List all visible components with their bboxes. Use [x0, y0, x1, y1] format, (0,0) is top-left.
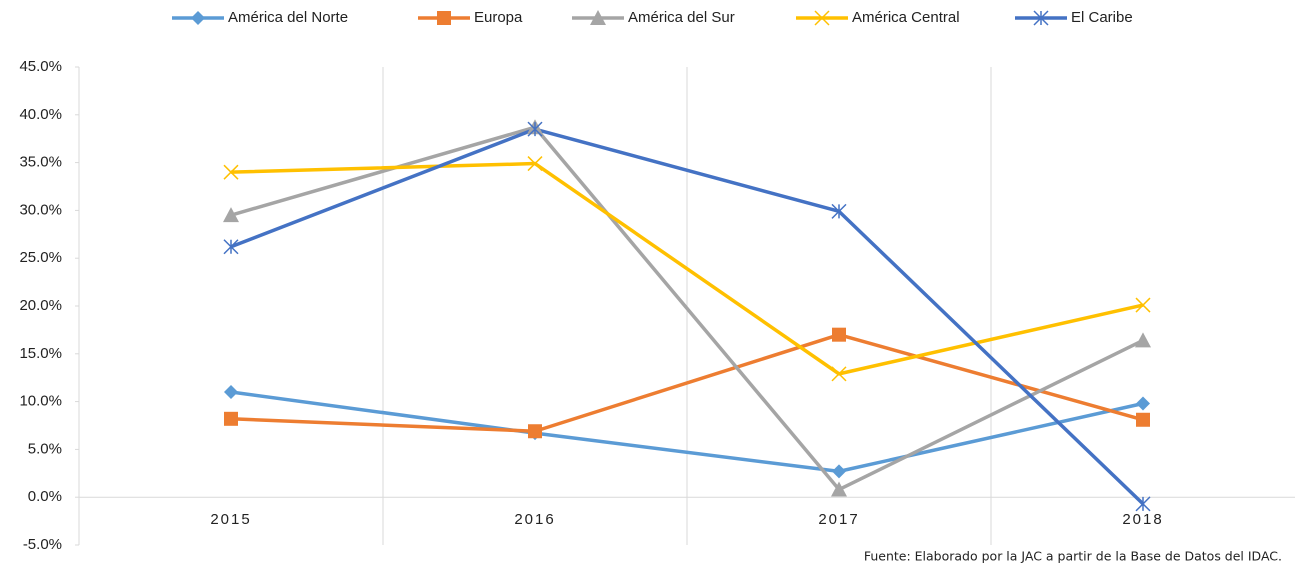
marker	[1135, 496, 1151, 512]
x-tick-label: 2017	[818, 511, 859, 528]
y-tick-label: 30.0%	[19, 201, 62, 218]
y-tick-label: 35.0%	[19, 154, 62, 171]
legend-label: Europa	[474, 9, 523, 26]
legend-label: El Caribe	[1071, 9, 1133, 26]
marker	[831, 481, 847, 497]
y-tick-label: 45.0%	[19, 58, 62, 75]
marker	[191, 11, 205, 25]
y-tick-label: 40.0%	[19, 106, 62, 123]
y-tick-label: 10.0%	[19, 393, 62, 410]
marker	[437, 11, 451, 25]
legend-label: América del Sur	[628, 9, 735, 26]
series-line	[230, 332, 1144, 433]
source-note: Fuente: Elaborado por la JAC a partir de…	[864, 549, 1282, 564]
y-tick-label: 5.0%	[28, 440, 62, 457]
legend-label: América del Norte	[228, 9, 348, 26]
marker	[831, 366, 847, 382]
y-tick-label: 0.0%	[28, 488, 62, 505]
marker	[832, 327, 846, 342]
marker	[223, 207, 239, 223]
marker	[224, 385, 238, 400]
marker	[1135, 332, 1151, 348]
marker	[832, 464, 846, 479]
marker	[814, 10, 830, 26]
marker	[224, 411, 238, 426]
marker	[527, 156, 543, 172]
series-line	[230, 127, 1145, 506]
y-tick-label: 25.0%	[19, 249, 62, 266]
series-line	[230, 125, 1144, 492]
marker	[223, 164, 239, 180]
marker	[590, 10, 606, 25]
marker	[1136, 412, 1150, 427]
series-line	[230, 390, 1144, 474]
marker	[1136, 396, 1150, 411]
x-tick-label: 2018	[1122, 511, 1163, 528]
series-line	[230, 161, 1144, 376]
marker	[223, 239, 239, 255]
marker	[831, 203, 847, 219]
x-tick-label: 2016	[514, 511, 555, 528]
y-tick-label: 15.0%	[19, 345, 62, 362]
y-tick-label: 20.0%	[19, 297, 62, 314]
marker	[528, 424, 542, 439]
x-tick-label: 2015	[210, 511, 251, 528]
marker	[1135, 297, 1151, 313]
legend-label: América Central	[852, 9, 960, 26]
marker	[1033, 10, 1049, 26]
marker	[527, 121, 543, 137]
y-tick-label: -5.0%	[23, 536, 62, 553]
